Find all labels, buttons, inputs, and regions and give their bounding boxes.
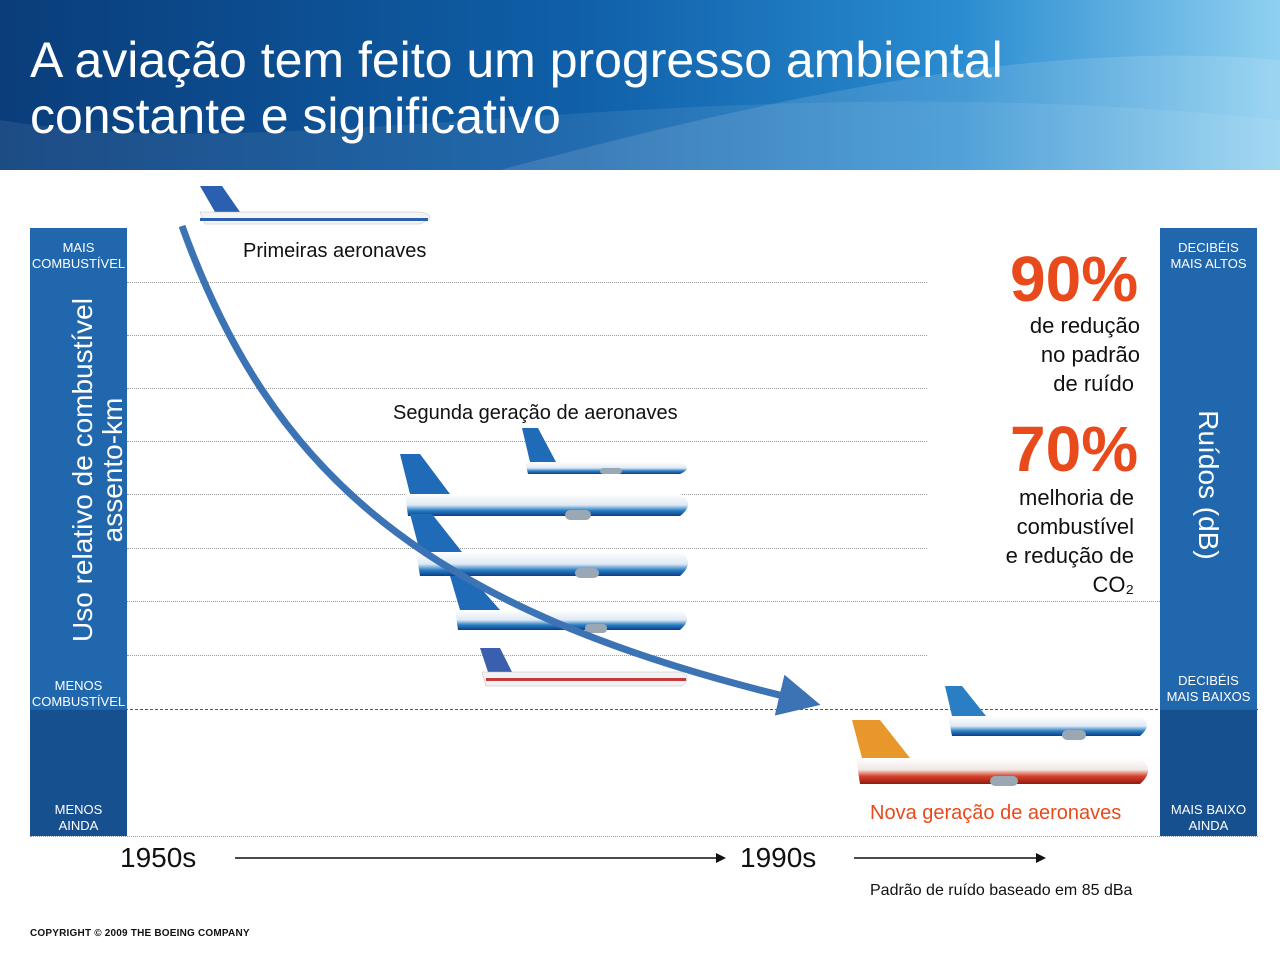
right-axis-bottom-label-2: AINDA xyxy=(1188,818,1229,833)
left-axis-mid-label-1: MENOS xyxy=(54,678,103,693)
stat-noise-percent: 90% xyxy=(1010,243,1139,315)
left-axis-mid-label: MENOS COMBUSTÍVEL xyxy=(30,678,127,710)
aircraft-777 xyxy=(400,454,688,520)
header-wave-decoration xyxy=(0,55,1280,170)
grid-line xyxy=(127,388,927,389)
aircraft-747-8 xyxy=(852,720,1148,786)
right-axis-top-label: DECIBÉIS MAIS ALTOS xyxy=(1160,240,1257,272)
stat-noise-line-2: no padrão xyxy=(1040,342,1140,367)
trend-arrow xyxy=(178,224,821,716)
left-axis-lower-band xyxy=(30,710,127,836)
right-axis-bottom-label: MAIS BAIXO AINDA xyxy=(1160,802,1257,834)
label-second-generation: Segunda geração de aeronaves xyxy=(393,402,678,424)
right-axis-mid-label-2: MAIS BAIXOS xyxy=(1166,689,1251,704)
right-axis-mid-label-1: DECIBÉIS xyxy=(1178,673,1239,688)
stat-fuel-percent: 70% xyxy=(1010,413,1139,485)
stat-fuel-text: melhoria de combustível e redução de CO₂ xyxy=(940,483,1134,599)
stat-fuel-line-3: e redução de xyxy=(1005,543,1134,568)
timeline-start: 1950s xyxy=(120,842,197,873)
aircraft-707 xyxy=(199,186,431,225)
right-axis-top-label-1: DECIBÉIS xyxy=(1178,240,1239,255)
stat-noise-line-3: de ruído xyxy=(1053,371,1134,396)
label-first-aircraft: Primeiras aeronaves xyxy=(243,240,427,262)
aircraft-717 xyxy=(480,648,688,687)
stat-fuel-line-4: CO₂ xyxy=(1092,572,1134,597)
timeline-arrow-1 xyxy=(235,853,726,863)
right-axis-top-label-2: MAIS ALTOS xyxy=(1170,256,1247,271)
left-axis-top-label: MAIS COMBUSTÍVEL xyxy=(30,240,127,272)
page-title: A aviação tem feito um progresso ambient… xyxy=(30,32,1003,144)
grid-line xyxy=(127,548,927,549)
grid-line xyxy=(127,655,927,656)
aircraft-787 xyxy=(945,686,1147,740)
copyright: COPYRIGHT © 2009 THE BOEING COMPANY xyxy=(30,928,250,939)
timeline-arrow-2 xyxy=(854,853,1046,863)
left-axis-mid-label-2: COMBUSTÍVEL xyxy=(31,694,126,709)
left-axis-top-label-1: MAIS xyxy=(62,240,95,255)
right-axis-bottom-label-1: MAIS BAIXO xyxy=(1170,802,1247,817)
right-axis-bar: DECIBÉIS MAIS ALTOS DECIBÉIS MAIS BAIXOS… xyxy=(1160,228,1257,836)
right-axis-mid-label: DECIBÉIS MAIS BAIXOS xyxy=(1160,673,1257,705)
left-axis-bottom-label-2: AINDA xyxy=(58,818,99,833)
stat-fuel-line-2: combustível xyxy=(1016,514,1134,539)
page-title-line-1: A aviação tem feito um progresso ambient… xyxy=(30,32,1003,88)
chart-bottom-line xyxy=(30,836,1258,837)
label-new-generation: Nova geração de aeronaves xyxy=(870,802,1122,824)
stat-fuel-line-1: melhoria de xyxy=(1019,485,1134,510)
stat-noise-line-1: de redução xyxy=(1029,313,1140,338)
header-banner: A aviação tem feito um progresso ambient… xyxy=(0,0,1280,170)
stat-noise-text: de redução no padrão de ruído xyxy=(960,311,1140,398)
aircraft-757 xyxy=(450,576,687,633)
grid-line xyxy=(127,335,927,336)
left-axis-bottom-label: MENOS AINDA xyxy=(30,802,127,834)
grid-line xyxy=(127,601,1160,602)
page-title-line-2: constante e significativo xyxy=(30,88,561,144)
left-axis-bar: MAIS COMBUSTÍVEL MENOS COMBUSTÍVEL MENOS… xyxy=(30,228,127,836)
grid-line xyxy=(127,282,927,283)
baseline-dashed-line xyxy=(30,709,1258,710)
timeline-end: 1990s xyxy=(740,842,817,873)
noise-standard-note: Padrão de ruído baseado em 85 dBa xyxy=(870,882,1133,899)
aircraft-737 xyxy=(522,428,687,474)
aircraft-767 xyxy=(410,514,688,578)
right-axis-lower-band xyxy=(1160,710,1257,836)
left-axis-bottom-label-1: MENOS xyxy=(54,802,103,817)
left-axis-top-label-2: COMBUSTÍVEL xyxy=(31,256,126,271)
